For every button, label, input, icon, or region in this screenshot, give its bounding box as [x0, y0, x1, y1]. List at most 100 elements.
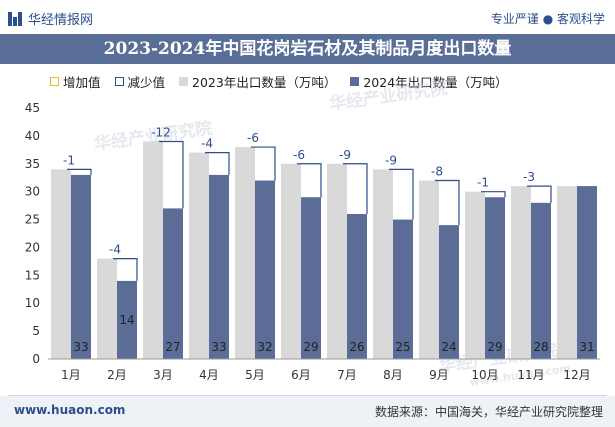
x-tick-label: 1月 — [61, 368, 81, 382]
brand-name: 华经情报网 — [28, 13, 94, 28]
bar-2024 — [117, 280, 137, 359]
bar-2023 — [51, 169, 71, 359]
bar-2024 — [485, 197, 505, 359]
y-tick-label: 45 — [25, 101, 40, 115]
bar-2024 — [439, 225, 459, 359]
change-bracket — [251, 146, 276, 181]
bar-2023 — [143, 141, 163, 359]
brand: 华经情报网 — [8, 9, 93, 28]
x-tick-label: 10月 — [471, 368, 498, 382]
legend-label-decrease: 减少值 — [127, 74, 166, 90]
legend-swatch-decrease — [114, 76, 124, 86]
bar-2024 — [347, 213, 367, 359]
change-bracket — [389, 168, 414, 220]
bar-2024 — [301, 197, 321, 359]
legend-swatch-increase — [50, 76, 59, 86]
change-label: -12 — [151, 125, 171, 139]
legend-swatch-2024 — [350, 76, 360, 86]
footer-divider — [8, 395, 607, 396]
change-label: -1 — [63, 153, 75, 167]
bar-2024 — [577, 186, 597, 359]
x-tick-label: 2月 — [107, 368, 127, 382]
bar-value-label: 26 — [349, 340, 364, 354]
y-tick-label: 20 — [25, 240, 40, 254]
y-tick-label: 30 — [25, 185, 40, 199]
y-tick-label: 25 — [25, 213, 40, 227]
y-tick-label: 40 — [25, 129, 40, 143]
legend-item-2024: 2024年出口数量（万吨） — [350, 72, 508, 91]
change-bracket — [343, 163, 368, 214]
legend-label-increase: 增加值 — [63, 74, 101, 90]
change-bracket — [113, 258, 138, 281]
x-tick-label: 11月 — [517, 368, 544, 382]
y-tick-label: 10 — [25, 296, 40, 310]
x-tick-label: 3月 — [153, 368, 173, 382]
top-bar: 华经情报网 专业严谨 ● 客观科学 — [0, 0, 615, 34]
slogan: 专业严谨 ● 客观科学 — [490, 12, 605, 26]
bar-2023 — [327, 163, 347, 359]
bar-2024 — [71, 174, 91, 359]
bar-value-label: 32 — [257, 340, 272, 354]
bar-2023 — [235, 147, 255, 359]
change-bracket — [67, 168, 92, 175]
change-bracket — [527, 185, 552, 203]
brand-logo-icon — [8, 11, 22, 26]
bar-value-label: 14 — [119, 313, 134, 327]
legend: 增加值 减少值 2023年出口数量（万吨） 2024年出口数量（万吨） — [50, 72, 522, 90]
bar-2023 — [97, 258, 117, 359]
bar-value-label: 29 — [303, 340, 318, 354]
x-tick-label: 9月 — [429, 368, 449, 382]
legend-item-2023: 2023年出口数量（万吨） — [179, 72, 336, 91]
bar-value-label: 28 — [533, 340, 548, 354]
chart-title: 2023-2024年中国花岗岩石材及其制品月度出口数量 — [103, 39, 512, 59]
bar-2024 — [531, 202, 551, 359]
watermark: 华经产业研究院 — [328, 78, 449, 115]
change-label: -9 — [339, 148, 351, 162]
legend-item-decrease: 减少值 — [114, 72, 166, 91]
legend-swatch-2023 — [179, 76, 189, 86]
change-label: -4 — [109, 243, 121, 257]
x-tick-label: 4月 — [199, 368, 219, 382]
change-bracket — [159, 140, 184, 209]
footer: www.huaon.com 数据来源：中国海关，华经产业研究院整理 — [0, 396, 615, 427]
x-tick-label: 8月 — [383, 368, 403, 382]
bar-2024 — [393, 219, 413, 359]
change-bracket — [481, 191, 506, 198]
bar-value-label: 27 — [165, 340, 180, 354]
change-label: -1 — [477, 176, 489, 190]
change-bracket — [205, 152, 230, 175]
bar-2023 — [511, 186, 531, 359]
y-tick-label: 5 — [32, 324, 40, 338]
change-label: -8 — [431, 165, 443, 179]
x-tick-label: 5月 — [245, 368, 265, 382]
legend-label-2024: 2024年出口数量（万吨） — [363, 74, 508, 90]
bar-2023 — [281, 163, 301, 359]
change-label: -9 — [385, 153, 397, 167]
change-label: -6 — [247, 131, 259, 145]
bar-value-label: 33 — [211, 340, 226, 354]
title-band — [0, 34, 615, 64]
bar-2024 — [163, 208, 183, 359]
footer-website: www.huaon.com — [14, 403, 126, 417]
footer-source: 数据来源：中国海关，华经产业研究院整理 — [374, 405, 603, 419]
bar-2024 — [255, 180, 275, 359]
bar-value-label: 24 — [441, 340, 456, 354]
change-label: -6 — [293, 148, 305, 162]
legend-label-2023: 2023年出口数量（万吨） — [192, 74, 337, 90]
bar-2023 — [419, 180, 439, 359]
change-bracket — [297, 163, 322, 198]
change-label: -3 — [523, 170, 535, 184]
x-tick-label: 12月 — [563, 368, 590, 382]
change-label: -4 — [201, 137, 213, 151]
bar-2023 — [465, 191, 485, 359]
change-bracket — [435, 179, 460, 226]
bar-2023 — [373, 169, 393, 359]
y-tick-label: 35 — [25, 157, 40, 171]
bar-2023 — [557, 186, 577, 359]
y-tick-label: 0 — [32, 352, 40, 366]
bar-2023 — [189, 152, 209, 359]
bar-value-label: 25 — [395, 340, 410, 354]
legend-item-increase: 增加值 — [50, 72, 101, 91]
bar-value-label: 31 — [579, 340, 594, 354]
